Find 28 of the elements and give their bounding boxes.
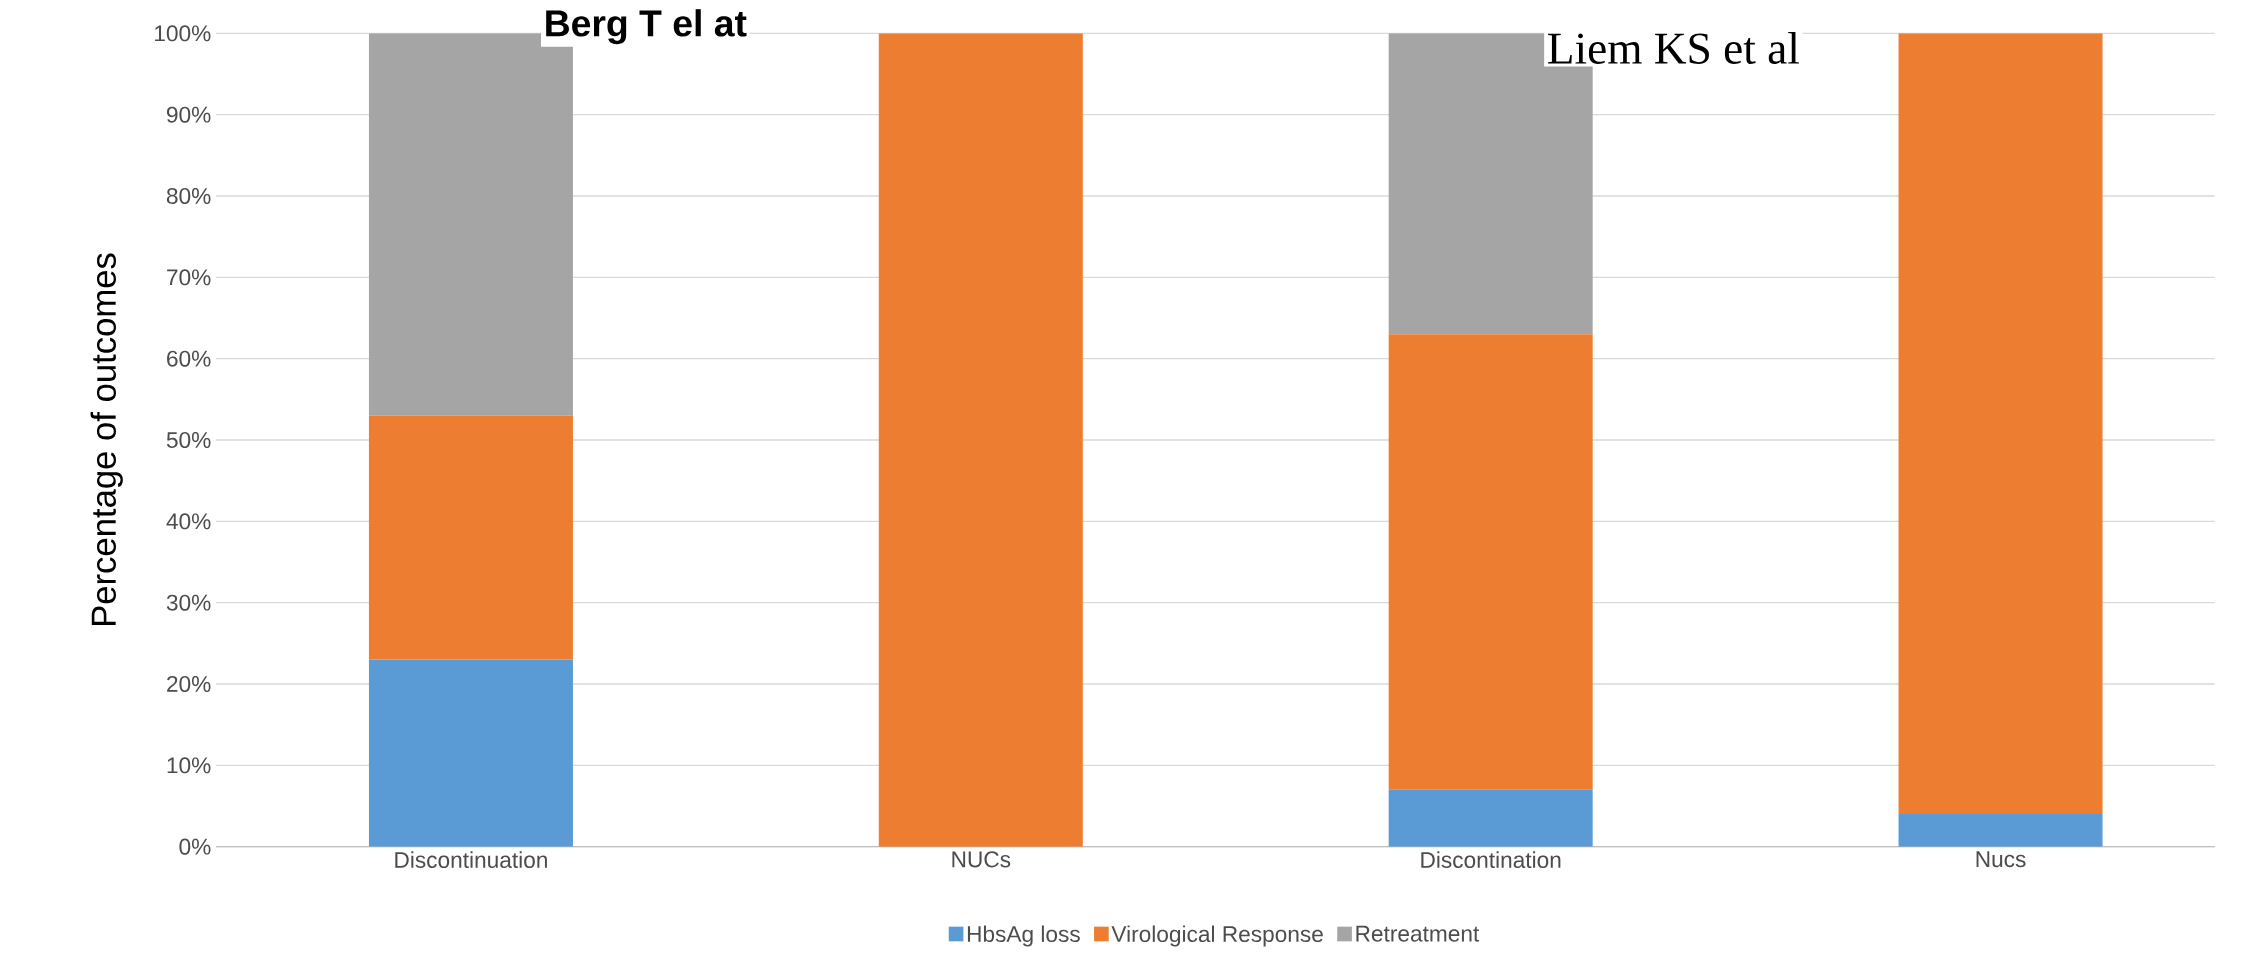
y-tick-label: 100% (155, 25, 211, 42)
y-tick-label: 60% (167, 350, 211, 367)
y-tick-label: 80% (166, 187, 211, 205)
y-tick-label: 40% (166, 513, 211, 530)
y-tick-label: 30% (166, 594, 211, 611)
legend-label: Virological Response (1111, 925, 1323, 947)
bar (1898, 814, 2103, 847)
bar (1388, 334, 1593, 790)
bar (368, 415, 573, 660)
bar (1898, 33, 2103, 815)
y-tick-label: 90% (167, 106, 211, 123)
bar (878, 33, 1083, 847)
y-axis-title: Percentage of outcomes (90, 253, 123, 626)
bar (1388, 789, 1593, 847)
y-tick-label: 0% (179, 838, 211, 855)
y-tick-label: 50% (166, 431, 211, 449)
legend-label: HbsAg loss (967, 925, 1080, 947)
x-tick-label: Nucs (1976, 851, 2026, 868)
y-tick-label: 20% (167, 675, 211, 693)
x-tick-label: Discontination (1421, 851, 1561, 869)
y-tick-label: 10% (167, 757, 211, 774)
bar (368, 659, 573, 847)
x-tick-label: Discontinuation (395, 851, 547, 869)
annotation: Berg T el at (546, 9, 747, 45)
x-tick-label: NUCs (952, 851, 1011, 868)
legend-label: Retreatment (1356, 925, 1480, 942)
annotation: Liem KS et al (1548, 32, 1799, 64)
y-tick-label: 70% (167, 269, 211, 286)
